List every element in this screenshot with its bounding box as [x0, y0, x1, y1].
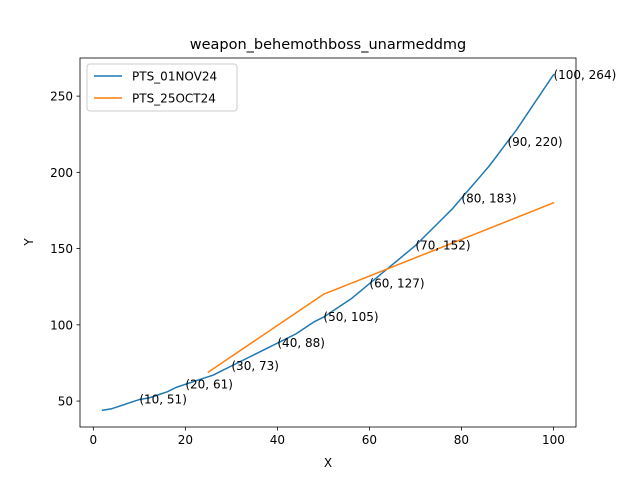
data-label: (100, 264)	[553, 68, 616, 82]
y-axis-label: Y	[22, 238, 36, 247]
axes-border	[79, 57, 577, 428]
x-tick-label: 0	[90, 433, 98, 447]
y-tick-label: 150	[50, 242, 73, 256]
point-annotations: (10, 51) (20, 61) (30, 73) (40, 88) (50, 105…	[139, 68, 616, 407]
x-tick-label: 60	[362, 433, 377, 447]
x-tick-label: 20	[178, 433, 193, 447]
x-tick-label: 80	[454, 433, 469, 447]
data-label: (60, 127)	[369, 277, 424, 291]
series-line-1	[101, 73, 555, 412]
data-label: (30, 73)	[231, 359, 279, 373]
y-axis-ticks: 50 100 150 200 250	[50, 90, 80, 409]
y-tick-label: 100	[50, 318, 73, 332]
data-label: (80, 183)	[461, 191, 516, 205]
data-label: (90, 220)	[507, 135, 562, 149]
data-label: (50, 105)	[323, 310, 378, 324]
x-axis-label: X	[324, 456, 332, 470]
y-tick-label: 250	[50, 90, 73, 104]
y-tick-label: 200	[50, 166, 73, 180]
legend-label: PTS_25OCT24	[132, 92, 216, 106]
plot-area	[101, 73, 555, 412]
data-label: (70, 152)	[415, 239, 470, 253]
x-axis-ticks: 0 20 40 60 80 100	[90, 427, 565, 447]
chart-title: weapon_behemothboss_unarmeddmg	[190, 37, 466, 53]
data-label: (40, 88)	[277, 336, 325, 350]
legend-label: PTS_01NOV24	[132, 70, 217, 84]
y-tick-label: 50	[58, 395, 73, 409]
x-tick-label: 40	[270, 433, 285, 447]
axes-frame	[79, 57, 577, 428]
legend: PTS_01NOV24 PTS_25OCT24	[86, 63, 238, 112]
legend-box	[86, 63, 238, 112]
data-label: (20, 61)	[185, 377, 233, 391]
x-tick-label: 100	[542, 433, 565, 447]
series-line-2	[207, 201, 555, 374]
data-label: (10, 51)	[139, 393, 187, 407]
